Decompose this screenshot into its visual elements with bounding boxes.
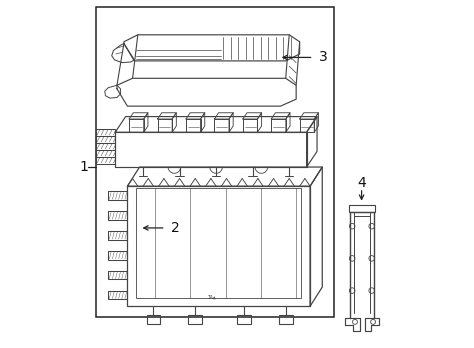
Bar [96,129,115,136]
Text: 4: 4 [357,176,366,190]
Bar [108,291,128,299]
Bar [128,186,310,306]
Bar [108,191,128,200]
Bar [188,315,202,324]
Bar [237,315,251,324]
Bar [108,271,128,279]
Bar [186,119,201,132]
Bar [96,7,335,317]
Bar [96,157,115,164]
Bar [349,205,375,212]
Bar [129,119,144,132]
Bar [279,315,292,324]
Bar [243,119,257,132]
Bar [108,211,128,220]
Text: 1: 1 [80,160,88,174]
Bar [108,231,128,240]
Bar [96,136,115,143]
Bar [136,188,301,298]
Text: TA▲: TA▲ [209,295,217,300]
Text: 3: 3 [319,50,328,64]
Text: 2: 2 [171,221,180,235]
Bar [146,315,160,324]
Bar [271,119,286,132]
Bar [108,251,128,260]
Bar [157,119,172,132]
Bar [96,150,115,157]
Bar [214,119,229,132]
Bar [300,119,314,132]
Bar [96,143,115,150]
